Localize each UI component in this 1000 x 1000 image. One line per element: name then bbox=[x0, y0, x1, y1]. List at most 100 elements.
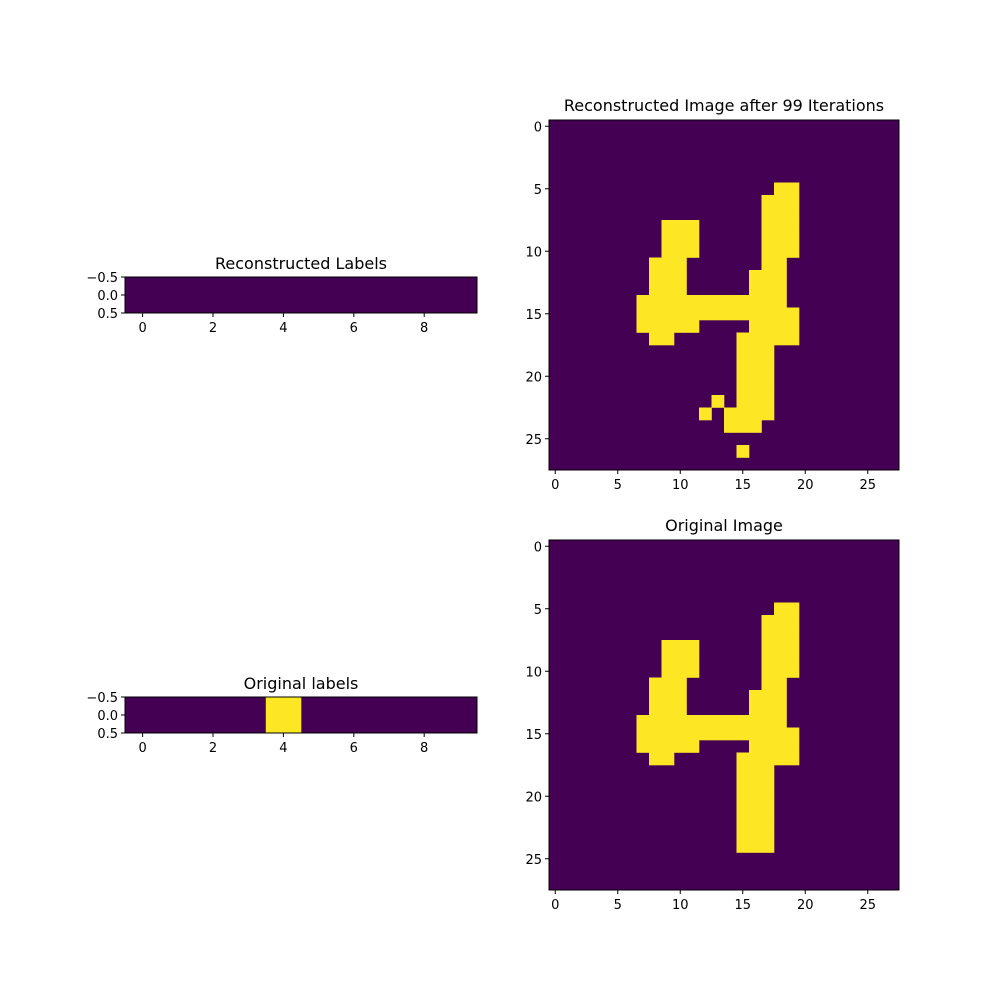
heatmap-cell bbox=[661, 232, 700, 246]
x-tick-label: 10 bbox=[672, 478, 689, 493]
y-tick-label: 20 bbox=[525, 370, 542, 385]
y-tick-label: 20 bbox=[525, 790, 542, 805]
heatmap-cell bbox=[649, 690, 687, 703]
y-tick-label: 0.0 bbox=[97, 709, 118, 724]
heatmap-cell bbox=[661, 665, 700, 678]
heatmap-cell bbox=[649, 702, 687, 716]
heatmap-cell bbox=[736, 827, 775, 841]
original-labels-title: Original labels bbox=[244, 674, 359, 693]
heatmap-cell bbox=[761, 665, 800, 678]
heatmap-cell bbox=[724, 407, 775, 421]
heatmap-cell bbox=[774, 182, 800, 196]
y-tick-label: 25 bbox=[525, 433, 542, 448]
heatmap-cell bbox=[736, 332, 800, 346]
reconstructed-image-title: Reconstructed Image after 99 Iterations bbox=[564, 96, 884, 115]
reconstructed-labels-title: Reconstructed Labels bbox=[215, 254, 387, 273]
original-labels-cells bbox=[125, 697, 477, 734]
x-tick-label: 4 bbox=[279, 741, 287, 756]
heatmap-cell bbox=[636, 320, 700, 333]
heatmap-cell bbox=[649, 752, 675, 766]
original-labels-ticks: 0 2 4 6 8 −0.5 0.0 0.5 bbox=[86, 691, 428, 756]
heatmap-cell bbox=[761, 195, 800, 208]
original-image-cells bbox=[549, 540, 899, 890]
heatmap-cell bbox=[736, 777, 775, 791]
heatmap-cell bbox=[736, 445, 750, 458]
heatmap-cell bbox=[649, 677, 687, 691]
reconstructed-labels-cells bbox=[125, 277, 477, 313]
y-tick-label: 15 bbox=[525, 728, 542, 743]
heatmap-cell bbox=[649, 257, 687, 271]
heatmap-cell bbox=[736, 345, 775, 358]
y-tick-label: 0.0 bbox=[97, 289, 118, 304]
heatmap-cell bbox=[661, 640, 700, 653]
x-tick-label: 15 bbox=[734, 478, 751, 493]
heatmap-cell bbox=[761, 257, 787, 271]
x-tick-label: 5 bbox=[614, 478, 622, 493]
y-tick-label: 15 bbox=[525, 308, 542, 323]
y-tick-label: 5 bbox=[534, 183, 542, 198]
y-tick-label: −0.5 bbox=[86, 691, 118, 706]
heatmap-cell bbox=[661, 220, 700, 233]
x-tick-label: 8 bbox=[420, 321, 428, 336]
reconstructed-image-frame bbox=[548, 119, 900, 471]
x-tick-label: 2 bbox=[209, 321, 217, 336]
heatmap-cell bbox=[749, 282, 787, 296]
heatmap-cell bbox=[761, 615, 800, 628]
heatmap-cell bbox=[636, 740, 700, 753]
x-tick-label: 0 bbox=[551, 478, 559, 493]
heatmap-cell bbox=[636, 715, 787, 728]
y-tick-label: 0 bbox=[534, 120, 542, 135]
heatmap-cell bbox=[761, 232, 800, 246]
reconstructed-labels-plot: Reconstructed Labels 0 2 4 6 8 −0.5 0.0 0.5 bbox=[86, 254, 478, 336]
x-tick-label: 25 bbox=[859, 898, 876, 913]
heatmap-cell bbox=[736, 357, 775, 371]
heatmap-cell bbox=[761, 207, 800, 221]
y-tick-label: 25 bbox=[525, 853, 542, 868]
heatmap-cell bbox=[761, 652, 800, 666]
heatmap-cell bbox=[265, 697, 302, 734]
reconstructed-image-plot: Reconstructed Image after 99 Iterations … bbox=[525, 96, 900, 493]
y-tick-label: 0 bbox=[534, 540, 542, 555]
x-tick-label: 20 bbox=[797, 898, 814, 913]
heatmap-cell bbox=[649, 332, 675, 346]
x-tick-label: 6 bbox=[350, 741, 358, 756]
heatmap-cell bbox=[749, 702, 787, 716]
reconstructed-image-ticks: 0 5 10 15 20 25 0 5 10 15 20 25 bbox=[525, 120, 876, 493]
x-tick-label: 6 bbox=[350, 321, 358, 336]
y-tick-label: 0.5 bbox=[97, 307, 118, 322]
x-tick-label: 0 bbox=[138, 321, 146, 336]
x-tick-label: 5 bbox=[614, 898, 622, 913]
heatmap-cell bbox=[699, 407, 712, 421]
heatmap-cell bbox=[736, 815, 775, 828]
heatmap-cell bbox=[636, 727, 800, 741]
x-tick-label: 10 bbox=[672, 898, 689, 913]
heatmap-cell bbox=[749, 740, 800, 753]
heatmap-cell bbox=[774, 602, 800, 616]
heatmap-cell bbox=[749, 270, 787, 283]
reconstructed-labels-ticks: 0 2 4 6 8 −0.5 0.0 0.5 bbox=[86, 271, 428, 336]
heatmap-cell bbox=[636, 295, 787, 308]
heatmap-cell bbox=[761, 220, 800, 233]
original-image-ticks: 0 5 10 15 20 25 0 5 10 15 20 25 bbox=[525, 540, 876, 913]
heatmap-cell bbox=[749, 690, 787, 703]
heatmap-cell bbox=[761, 627, 800, 641]
heatmap-cell bbox=[761, 245, 800, 258]
x-tick-label: 15 bbox=[734, 898, 751, 913]
heatmap-cell bbox=[636, 307, 800, 321]
y-tick-label: 10 bbox=[525, 665, 542, 680]
heatmap-cell bbox=[761, 677, 787, 691]
heatmap-cell bbox=[736, 790, 775, 803]
heatmap-cell bbox=[736, 370, 775, 383]
heatmap-cell bbox=[736, 802, 775, 816]
original-labels-plot: Original labels 0 2 4 6 8 −0.5 0.0 0.5 bbox=[86, 674, 478, 756]
heatmap-cell bbox=[761, 640, 800, 653]
original-image-title: Original Image bbox=[665, 516, 783, 535]
x-tick-label: 4 bbox=[279, 321, 287, 336]
y-tick-label: −0.5 bbox=[86, 271, 118, 286]
y-tick-label: 5 bbox=[534, 603, 542, 618]
x-tick-label: 25 bbox=[859, 478, 876, 493]
reconstructed-labels-background bbox=[125, 277, 477, 313]
x-tick-label: 8 bbox=[420, 741, 428, 756]
heatmap-cell bbox=[736, 752, 800, 766]
